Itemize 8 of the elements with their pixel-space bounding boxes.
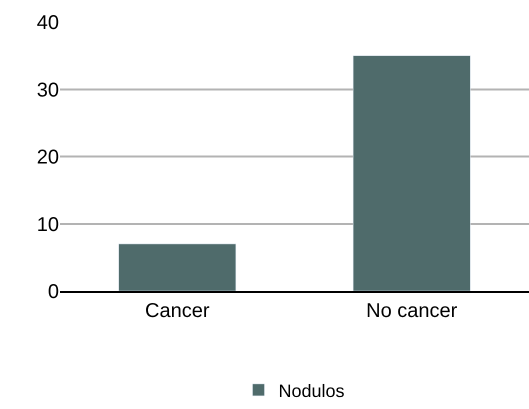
y-tick-label: 30 [36, 79, 59, 102]
x-tick-label: No cancer [366, 300, 458, 322]
legend-label: Nodulos [278, 380, 345, 401]
y-tick-label: 0 [48, 281, 59, 303]
y-tick-label: 10 [36, 214, 59, 236]
x-tick-label: Cancer [145, 300, 210, 322]
y-tick-label: 40 [36, 12, 59, 34]
y-tick-label: 20 [36, 146, 59, 168]
